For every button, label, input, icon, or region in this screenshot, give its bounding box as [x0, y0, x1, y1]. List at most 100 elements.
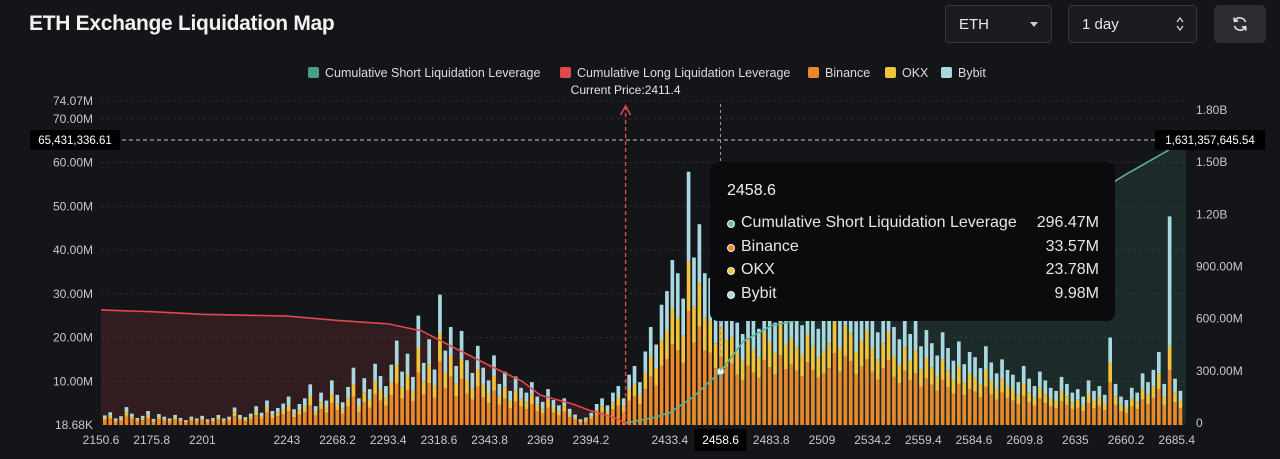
binance-bar: [767, 367, 772, 425]
binance-bar: [1113, 404, 1118, 425]
chart-overlay: Current Price:2411.4 65,431,336.61 1,631,3…: [30, 83, 1265, 425]
symbol-select[interactable]: ETH: [945, 5, 1052, 43]
tooltip-series-value: 23.78M: [1045, 261, 1099, 278]
okx-bar: [535, 404, 540, 412]
bybit-bar: [194, 418, 199, 421]
okx-bar: [297, 410, 302, 415]
bybit-bar: [130, 413, 134, 417]
bybit-bar: [627, 374, 631, 390]
binance-bar: [713, 368, 718, 425]
okx-bar: [292, 413, 296, 418]
binance-bar: [135, 421, 140, 425]
okx-bar: [865, 330, 869, 360]
bybit-bar: [324, 400, 329, 408]
bybit-bar: [816, 328, 821, 358]
bybit-bar: [1151, 369, 1156, 387]
chevron-down-icon: [1030, 22, 1038, 27]
binance-bar: [1173, 402, 1177, 425]
y-left-tick-label: 40.00M: [53, 243, 93, 257]
bybit-bar: [432, 369, 437, 387]
binance-bar: [719, 357, 723, 425]
bybit-bar: [411, 376, 415, 391]
okx-bar: [692, 306, 696, 343]
okx-bar: [529, 394, 534, 405]
bybit-bar: [686, 171, 691, 262]
bybit-bar: [892, 327, 896, 356]
x-tick-label: 2559.4: [905, 433, 942, 447]
binance-bar: [946, 387, 950, 425]
binance-bar: [908, 380, 913, 425]
okx-bar: [513, 390, 518, 402]
okx-bar: [367, 399, 372, 408]
range-select[interactable]: 1 day: [1068, 5, 1197, 43]
binance-bar: [811, 369, 815, 425]
bybit-bar: [330, 380, 334, 394]
binance-bar: [1092, 408, 1096, 425]
tooltip-series-value: 9.98M: [1054, 284, 1099, 302]
binance-bar: [357, 411, 361, 425]
bybit-bar: [297, 404, 302, 411]
bybit-bar: [962, 364, 967, 383]
binance-bar: [659, 365, 664, 425]
okx-bar: [1124, 407, 1129, 413]
okx-bar: [746, 339, 750, 366]
binance-bar: [886, 360, 891, 425]
okx-bar: [481, 384, 486, 398]
okx-bar: [335, 403, 340, 411]
binance-bar: [557, 415, 561, 425]
binance-bar: [286, 411, 291, 425]
binance-bar: [1124, 412, 1129, 425]
okx-bar: [600, 406, 604, 412]
binance-bar: [184, 422, 188, 425]
bybit-bar: [119, 416, 123, 419]
binance-bar: [913, 373, 918, 425]
binance-bar: [211, 421, 215, 425]
binance-bar: [378, 400, 383, 425]
bybit-bar: [540, 401, 545, 409]
binance-bar: [838, 371, 842, 425]
bybit-bar: [189, 416, 194, 419]
binance-bar: [902, 370, 907, 425]
bybit-bar: [784, 310, 788, 345]
bybit-bar: [346, 386, 350, 399]
okx-bar: [1178, 400, 1183, 409]
bybit-bar: [1086, 380, 1091, 394]
okx-bar: [281, 409, 286, 415]
okx-bar: [729, 337, 734, 364]
bybit-bar: [281, 403, 286, 410]
okx-bar: [459, 358, 464, 380]
y-left-tick-label: 60.00M: [53, 156, 93, 170]
okx-bar: [524, 402, 529, 410]
current-price-label: Current Price:2411.4: [571, 83, 681, 97]
bybit-bar: [740, 334, 745, 361]
x-tick-label: 2509: [809, 433, 836, 447]
okx-bar: [340, 408, 345, 414]
okx-bar: [394, 365, 399, 384]
refresh-button[interactable]: [1214, 5, 1266, 43]
bybit-bar: [335, 394, 340, 404]
okx-bar: [675, 317, 680, 351]
binance-bar: [600, 411, 604, 425]
binance-bar: [454, 396, 459, 425]
binance-bar: [362, 402, 367, 425]
binance-bar: [621, 411, 626, 425]
okx-bar: [962, 382, 967, 396]
okx-bar: [719, 327, 723, 358]
okx-bar: [973, 377, 977, 392]
okx-bar: [811, 345, 815, 370]
bybit-bar: [465, 360, 469, 380]
bybit-bar: [632, 365, 637, 384]
bybit-bar: [665, 291, 669, 331]
binance-bar: [400, 398, 404, 425]
bybit-bar: [313, 406, 318, 412]
binance-bar: [973, 391, 977, 425]
bybit-bar: [497, 383, 502, 397]
bybit-bar: [1054, 390, 1058, 401]
binance-bar: [189, 420, 194, 425]
x-tick-label: 2458.6: [702, 433, 739, 447]
okx-bar: [470, 388, 475, 400]
binance-bar: [113, 421, 118, 425]
binance-bar: [627, 400, 631, 425]
binance-bar: [438, 361, 442, 425]
okx-bar: [508, 400, 513, 409]
